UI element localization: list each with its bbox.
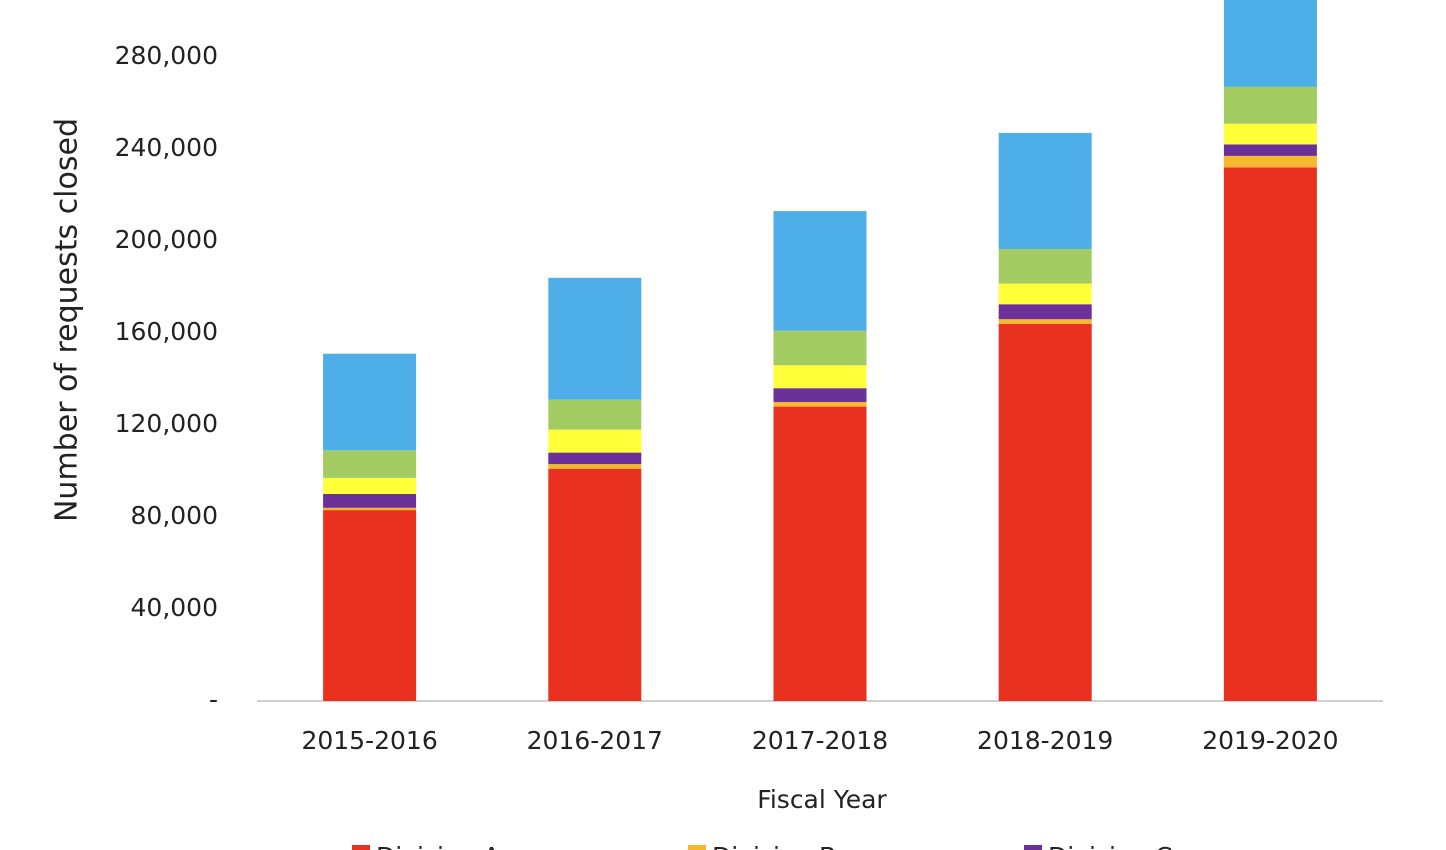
bar-segment bbox=[998, 249, 1092, 284]
y-tick-label: 160,000 bbox=[115, 317, 218, 346]
bar-segment bbox=[998, 304, 1092, 320]
x-tick-label: 2016-2017 bbox=[527, 726, 663, 755]
bar-segment bbox=[773, 365, 867, 389]
bar-segment bbox=[998, 283, 1092, 305]
y-tick-label: - bbox=[209, 685, 218, 714]
bar-segment bbox=[548, 468, 642, 701]
legend-label: Division B bbox=[712, 842, 836, 850]
bar-segment bbox=[998, 132, 1092, 250]
y-tick-label: 80,000 bbox=[131, 501, 218, 530]
legend-label: Division A bbox=[376, 842, 500, 850]
bar-segment bbox=[1223, 86, 1317, 124]
legend-swatch bbox=[688, 845, 706, 850]
legend-label: Division C bbox=[1048, 842, 1172, 850]
bar-segment bbox=[323, 510, 417, 701]
bar-segment bbox=[773, 388, 867, 402]
x-tick-label: 2015-2016 bbox=[301, 726, 437, 755]
bar-segment bbox=[998, 319, 1092, 324]
y-tick-label: 40,000 bbox=[131, 593, 218, 622]
x-axis-title: Fiscal Year bbox=[757, 785, 887, 814]
legend-swatch bbox=[352, 845, 370, 850]
bar-segment bbox=[548, 452, 642, 465]
bar-segment bbox=[548, 399, 642, 430]
y-tick-label: 200,000 bbox=[115, 225, 218, 254]
bar-segment bbox=[548, 464, 642, 469]
bar-segment bbox=[1223, 167, 1317, 701]
legend-swatch bbox=[1024, 845, 1042, 850]
bar-segment bbox=[773, 330, 867, 366]
bar-segment bbox=[323, 477, 417, 494]
bar-segment bbox=[323, 353, 417, 451]
y-tick-label: 240,000 bbox=[115, 133, 218, 162]
bar-segment bbox=[1223, 144, 1317, 156]
bar-segment bbox=[773, 406, 867, 701]
bar-segment bbox=[548, 429, 642, 453]
y-axis-title: Number of requests closed bbox=[50, 118, 85, 522]
bar-segment bbox=[998, 323, 1092, 701]
bar-segment bbox=[323, 450, 417, 478]
x-tick-label: 2019-2020 bbox=[1202, 726, 1338, 755]
y-tick-label: 280,000 bbox=[115, 41, 218, 70]
bar-segment bbox=[548, 277, 642, 400]
x-tick-label: 2018-2019 bbox=[977, 726, 1113, 755]
x-tick-label: 2017-2018 bbox=[752, 726, 888, 755]
bar-segment bbox=[773, 402, 867, 407]
bar-segment bbox=[1223, 155, 1317, 168]
bar-segment bbox=[773, 211, 867, 331]
bar-segment bbox=[1223, 123, 1317, 145]
bar-segment bbox=[1223, 0, 1317, 87]
bar-segment bbox=[323, 507, 417, 511]
y-tick-label: 120,000 bbox=[115, 409, 218, 438]
bar-segment bbox=[323, 494, 417, 508]
